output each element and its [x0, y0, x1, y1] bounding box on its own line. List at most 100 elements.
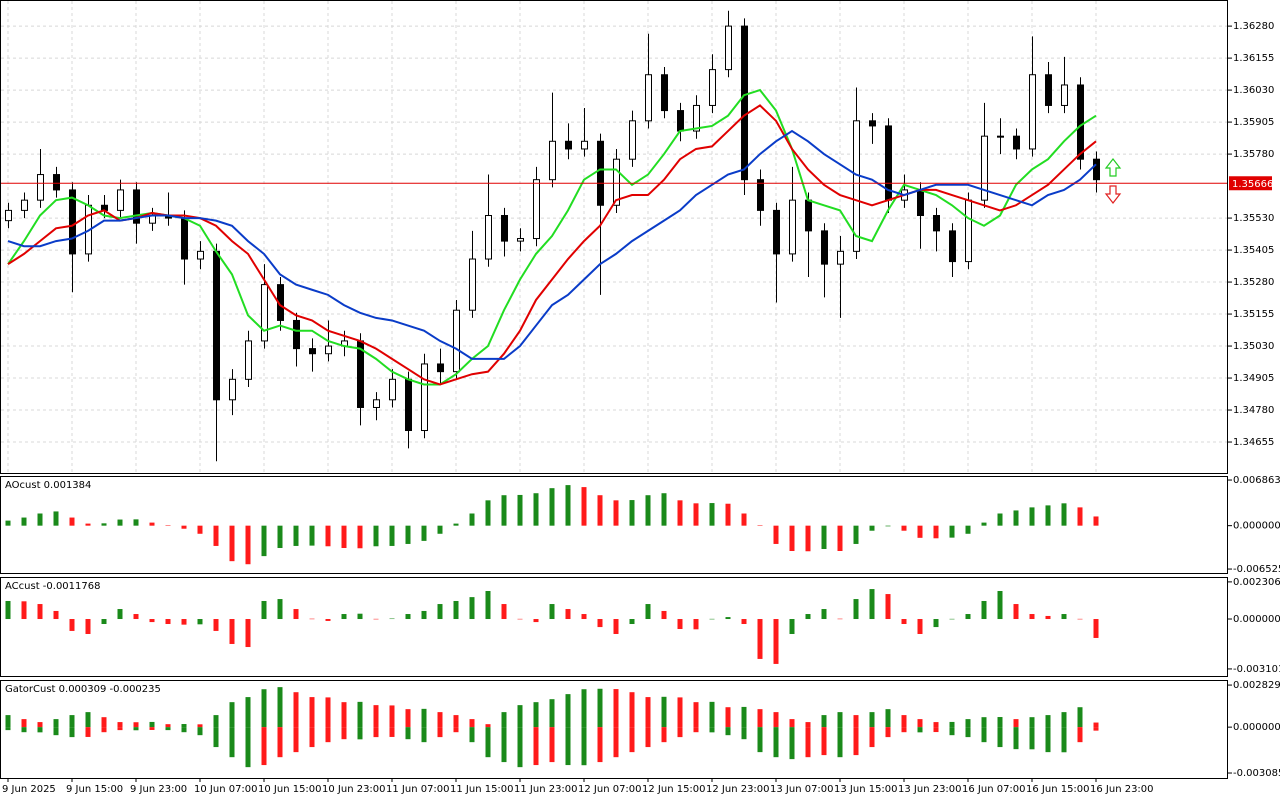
gator-bar: [693, 702, 699, 728]
gator-bar: [821, 715, 827, 728]
gator-bar: [1045, 715, 1051, 728]
gator-bar: [693, 727, 699, 733]
gator-bar: [805, 727, 811, 758]
gator-bar: [341, 727, 347, 740]
gator-bar: [437, 727, 443, 738]
histogram-bar: [133, 614, 139, 620]
gator-bar: [885, 709, 891, 728]
y-tick-label: 1.35405: [1233, 245, 1274, 256]
gator-bar: [165, 724, 171, 728]
gator-bar: [245, 727, 251, 768]
gator-bar: [757, 709, 763, 728]
gator-bar: [901, 727, 907, 733]
candle-body: [37, 174, 44, 201]
histogram-bar: [533, 619, 539, 623]
candle-body: [981, 135, 988, 201]
histogram-bar: [869, 589, 875, 620]
y-tick-label: 1.36280: [1233, 21, 1274, 32]
histogram-bar: [1061, 614, 1067, 620]
gator-bar: [213, 727, 219, 748]
y-tick-label: 0.0000000: [1233, 614, 1280, 625]
gator-bar: [341, 702, 347, 728]
gator-bar: [309, 727, 315, 748]
histogram-bar: [229, 525, 235, 562]
candle-body: [469, 258, 476, 311]
histogram-bar: [5, 600, 11, 620]
histogram-bar: [725, 617, 731, 620]
histogram-bar: [581, 614, 587, 620]
candle-body: [53, 174, 60, 191]
histogram-bar: [629, 500, 635, 526]
histogram-bar: [917, 525, 923, 538]
histogram-bar: [1093, 619, 1099, 638]
histogram-bar: [421, 525, 427, 541]
candle-body: [437, 363, 444, 373]
x-tick-label: 12 Jun 23:00: [706, 784, 770, 795]
histogram-bar: [341, 614, 347, 620]
histogram-bar: [613, 500, 619, 526]
gator-bar: [229, 727, 235, 758]
gator-bar: [1077, 707, 1083, 728]
gator-bar: [325, 697, 331, 728]
y-tick-label: 0.000000: [1233, 521, 1280, 532]
histogram-bar: [21, 517, 27, 526]
histogram-bar: [453, 600, 459, 620]
gator-bar: [1093, 727, 1099, 731]
histogram-bar: [693, 503, 699, 526]
histogram-bar: [325, 525, 331, 547]
histogram-bar: [389, 618, 395, 620]
gator-bar: [837, 727, 843, 758]
histogram-bar: [485, 591, 491, 620]
histogram-bar: [85, 523, 91, 526]
histogram-bar: [853, 525, 859, 544]
histogram-bar: [965, 525, 971, 534]
current-price-label: 1.35666: [1232, 179, 1273, 190]
gator-bar: [597, 727, 603, 763]
histogram-bar: [725, 503, 731, 526]
gator-bar: [117, 727, 123, 731]
histogram-bar: [405, 525, 411, 544]
histogram-bar: [517, 618, 523, 620]
histogram-bar: [341, 525, 347, 549]
histogram-bar: [405, 614, 411, 620]
histogram-bar: [165, 619, 171, 625]
histogram-bar: [757, 525, 763, 526]
histogram-bar: [997, 513, 1003, 526]
candle-body: [581, 140, 588, 150]
histogram-bar: [165, 525, 171, 526]
gator-bar: [789, 719, 795, 728]
histogram-bar: [1093, 516, 1099, 526]
gator-bar: [661, 727, 667, 743]
gator-bar: [165, 727, 171, 731]
histogram-bar: [501, 495, 507, 526]
histogram-bar: [469, 597, 475, 620]
histogram-bar: [565, 609, 571, 620]
histogram-bar: [837, 618, 843, 620]
histogram-bar: [37, 513, 43, 526]
y-tick-label: 0.006863: [1233, 475, 1280, 486]
histogram-bar: [437, 604, 443, 620]
candle-body: [933, 215, 940, 232]
gator-bar: [933, 722, 939, 728]
histogram-bar: [1077, 507, 1083, 526]
histogram-bar: [293, 609, 299, 620]
histogram-bar: [917, 619, 923, 634]
gator-bar: [533, 727, 539, 766]
histogram-bar: [933, 525, 939, 539]
gator-bar: [1013, 727, 1019, 750]
candle-body: [949, 230, 956, 263]
histogram-bar: [389, 525, 395, 546]
histogram-bar: [117, 519, 123, 526]
gator-bar: [773, 712, 779, 728]
histogram-bar: [677, 619, 683, 629]
price-panel-frame: [0, 0, 1228, 474]
candle-body: [917, 189, 924, 217]
gator-bar: [357, 727, 363, 740]
candle-body: [565, 140, 572, 150]
candle-body: [853, 120, 860, 252]
gator-bar: [517, 705, 523, 728]
candle-body: [245, 340, 252, 380]
histogram-bar: [949, 525, 955, 538]
histogram-bar: [949, 618, 955, 620]
